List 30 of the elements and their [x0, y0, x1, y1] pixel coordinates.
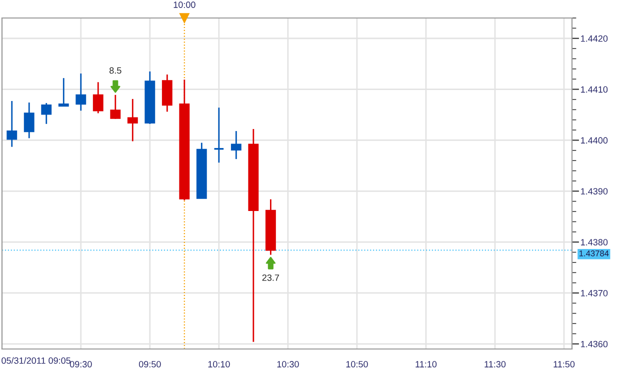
- candlestick: [110, 94, 121, 120]
- candlestick: [92, 81, 104, 114]
- y-tick-label: 1.4390: [581, 188, 608, 194]
- text: 05/31/2011 09:05: [2, 357, 70, 364]
- candlestick: [230, 130, 242, 160]
- y-tick-label: 1.4370: [581, 290, 608, 296]
- x-tick-label: 09:50: [138, 361, 161, 368]
- x-tick-label: 09:30: [70, 361, 92, 368]
- y-tick-label: 1.4410: [581, 86, 608, 93]
- x-tick-label: 10:10: [208, 361, 230, 368]
- x-tick-label: 10:50: [346, 361, 368, 368]
- candlestick: [127, 98, 138, 142]
- y-tick-label: 1.4400: [581, 137, 608, 144]
- x-tick-label: 11:50: [554, 361, 575, 368]
- y-tick-label: 1.4420: [581, 35, 608, 42]
- candlestick: [213, 106, 224, 164]
- candlestick: [76, 72, 86, 112]
- annotation: 23.7: [262, 274, 280, 281]
- y-tick-label: 1.4360: [581, 340, 608, 348]
- candlestick: [58, 77, 69, 107]
- x-tick-label: 11:30: [484, 361, 506, 368]
- candlestick: [24, 102, 34, 139]
- ref-line-label: 10:00: [174, 2, 196, 8]
- candlestick: [41, 102, 52, 125]
- y-tick-label: 1.4380: [581, 239, 608, 246]
- annotation: 8.5: [110, 67, 122, 74]
- x-tick-label: 11:10: [416, 361, 437, 368]
- ref-line-label: 1.43784: [579, 250, 609, 256]
- x-tick-label: 10:30: [277, 361, 299, 368]
- candlestick: [6, 100, 18, 148]
